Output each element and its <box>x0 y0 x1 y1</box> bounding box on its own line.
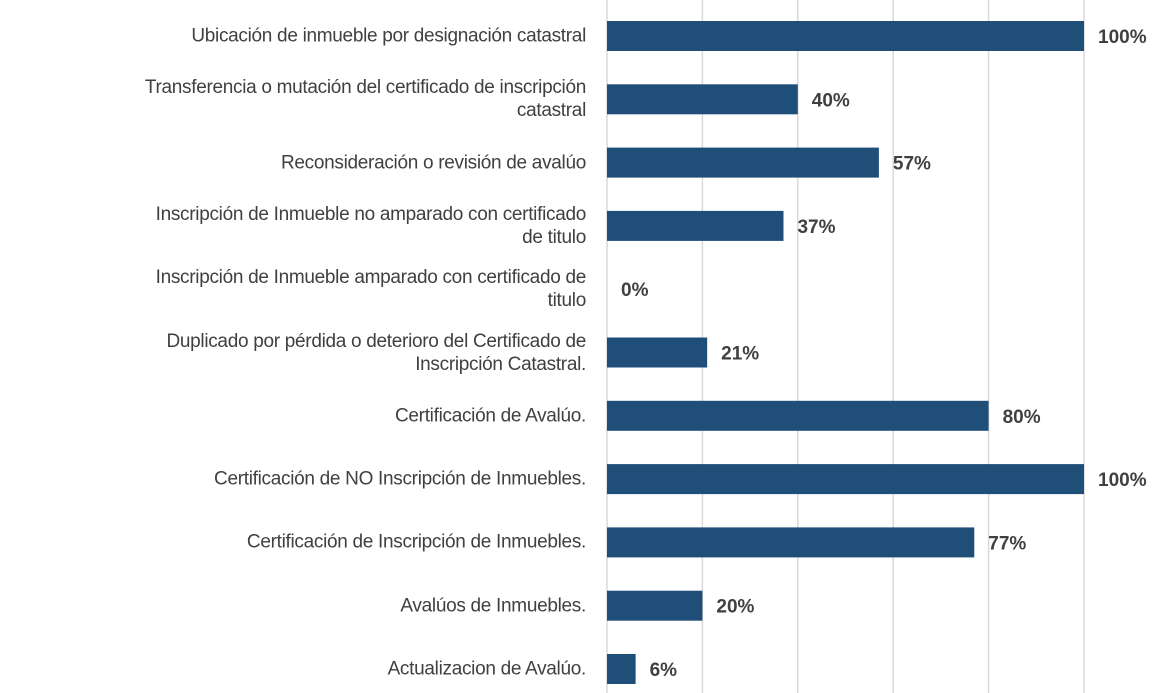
value-label: 77% <box>988 533 1026 554</box>
value-label: 80% <box>1003 407 1041 428</box>
bar <box>607 210 784 241</box>
category-label: Reconsideración o revisión de avalúo <box>280 152 586 174</box>
value-label: 100% <box>1098 27 1147 48</box>
category-label: Inscripción de Inmueble no amparado con … <box>155 203 587 248</box>
value-label: 100% <box>1098 470 1147 491</box>
value-label: 6% <box>650 660 678 681</box>
category-label: Avalúos de Inmuebles. <box>400 595 586 617</box>
bar <box>607 400 989 431</box>
bar <box>607 654 636 684</box>
category-label: Certificación de NO Inscripción de Inmue… <box>214 468 586 490</box>
category-label: Ubicación de inmueble por designación ca… <box>191 25 586 47</box>
value-label: 57% <box>893 154 931 175</box>
category-label: Transferencia o mutación del certificado… <box>144 77 586 122</box>
bar <box>607 527 975 558</box>
bar <box>607 147 879 178</box>
value-label: 20% <box>716 597 754 618</box>
category-label: Duplicado por pérdida o deterioro del Ce… <box>166 330 586 375</box>
value-label: 0% <box>621 280 649 301</box>
value-label: 40% <box>812 90 850 111</box>
value-label: 37% <box>797 217 835 238</box>
category-label: Certificación de Inscripción de Inmueble… <box>246 531 586 553</box>
bar <box>607 464 1084 495</box>
bar <box>607 84 798 115</box>
bar <box>607 21 1084 51</box>
bar <box>607 590 703 621</box>
category-label: Inscripción de Inmueble amparado con cer… <box>155 267 587 312</box>
category-label: Actualizacion de Avalúo. <box>387 658 587 680</box>
bar <box>607 337 708 368</box>
category-label: Certificación de Avalúo. <box>394 405 586 427</box>
value-label: 21% <box>721 344 759 365</box>
